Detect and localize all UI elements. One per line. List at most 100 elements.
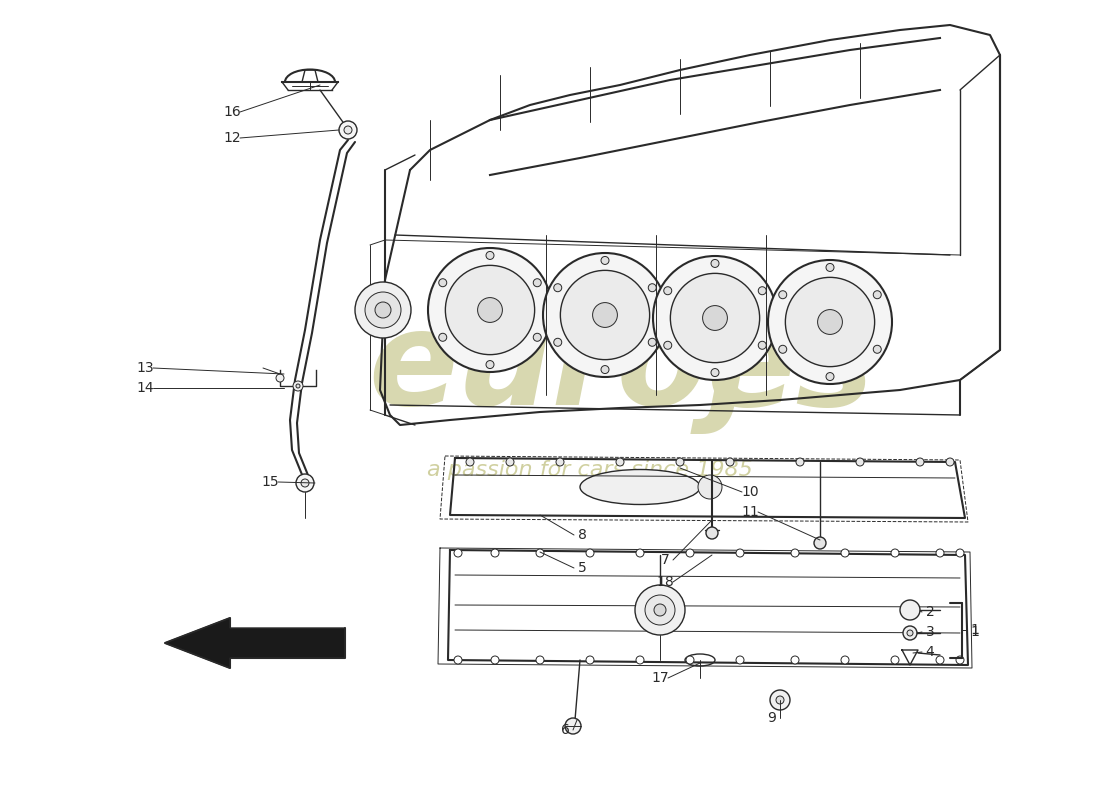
- Circle shape: [293, 381, 303, 391]
- Circle shape: [648, 284, 657, 292]
- Circle shape: [601, 366, 609, 374]
- Circle shape: [711, 259, 719, 267]
- Circle shape: [946, 458, 954, 466]
- Circle shape: [296, 474, 314, 492]
- Circle shape: [543, 253, 667, 377]
- Text: 13: 13: [136, 361, 154, 375]
- Circle shape: [439, 278, 447, 286]
- Circle shape: [842, 549, 849, 557]
- Circle shape: [779, 346, 786, 354]
- Circle shape: [355, 282, 411, 338]
- Text: 5: 5: [578, 561, 586, 575]
- Circle shape: [636, 549, 644, 557]
- Circle shape: [491, 656, 499, 664]
- Circle shape: [826, 263, 834, 271]
- Circle shape: [491, 549, 499, 557]
- Circle shape: [648, 338, 657, 346]
- Text: 17: 17: [651, 671, 669, 685]
- Circle shape: [711, 369, 719, 377]
- Circle shape: [814, 537, 826, 549]
- Circle shape: [365, 292, 402, 328]
- Circle shape: [936, 549, 944, 557]
- Circle shape: [770, 690, 790, 710]
- Circle shape: [560, 270, 650, 360]
- Text: 3: 3: [925, 625, 934, 639]
- Circle shape: [477, 298, 503, 322]
- Circle shape: [856, 458, 864, 466]
- Circle shape: [636, 656, 644, 664]
- Circle shape: [703, 306, 727, 330]
- Text: 10: 10: [741, 485, 759, 499]
- Text: euroj: euroj: [367, 306, 752, 434]
- Circle shape: [956, 656, 964, 664]
- Circle shape: [276, 374, 284, 382]
- Circle shape: [486, 251, 494, 259]
- Circle shape: [663, 342, 672, 350]
- Circle shape: [653, 256, 777, 380]
- Circle shape: [842, 656, 849, 664]
- Circle shape: [900, 600, 920, 620]
- Circle shape: [536, 656, 544, 664]
- Circle shape: [796, 458, 804, 466]
- Circle shape: [698, 475, 722, 499]
- Circle shape: [601, 257, 609, 265]
- Circle shape: [556, 458, 564, 466]
- Circle shape: [593, 302, 617, 327]
- Circle shape: [908, 630, 913, 636]
- Circle shape: [903, 626, 917, 640]
- Circle shape: [758, 286, 767, 294]
- Circle shape: [791, 549, 799, 557]
- Ellipse shape: [580, 470, 700, 505]
- Circle shape: [506, 458, 514, 466]
- Text: 1: 1: [970, 623, 979, 637]
- Text: 8: 8: [578, 528, 586, 542]
- Text: a passion for cars since 1985: a passion for cars since 1985: [427, 460, 752, 480]
- Circle shape: [534, 334, 541, 342]
- Circle shape: [586, 656, 594, 664]
- Text: 16: 16: [223, 105, 241, 119]
- Circle shape: [454, 549, 462, 557]
- Circle shape: [758, 342, 767, 350]
- Circle shape: [676, 458, 684, 466]
- Circle shape: [296, 384, 300, 388]
- Circle shape: [466, 458, 474, 466]
- Circle shape: [446, 266, 535, 354]
- Circle shape: [706, 527, 718, 539]
- Circle shape: [616, 458, 624, 466]
- Circle shape: [439, 334, 447, 342]
- Circle shape: [916, 458, 924, 466]
- Circle shape: [645, 595, 675, 625]
- Text: 15: 15: [261, 475, 278, 489]
- Circle shape: [826, 373, 834, 381]
- Circle shape: [891, 549, 899, 557]
- Circle shape: [534, 278, 541, 286]
- Circle shape: [339, 121, 358, 139]
- Circle shape: [873, 290, 881, 298]
- Circle shape: [635, 585, 685, 635]
- Circle shape: [301, 479, 309, 487]
- Text: 2: 2: [925, 605, 934, 619]
- Text: 4: 4: [925, 645, 934, 659]
- Circle shape: [536, 549, 544, 557]
- Text: 14: 14: [136, 381, 154, 395]
- Circle shape: [686, 549, 694, 557]
- Polygon shape: [165, 618, 345, 668]
- Circle shape: [553, 338, 562, 346]
- Circle shape: [779, 290, 786, 298]
- Circle shape: [873, 346, 881, 354]
- Circle shape: [663, 286, 672, 294]
- Circle shape: [670, 274, 760, 362]
- Text: es: es: [706, 306, 875, 434]
- Circle shape: [428, 248, 552, 372]
- Text: 6: 6: [561, 723, 570, 737]
- Text: 18: 18: [656, 575, 674, 589]
- Circle shape: [565, 718, 581, 734]
- Circle shape: [736, 656, 744, 664]
- Circle shape: [344, 126, 352, 134]
- Text: 1: 1: [970, 625, 979, 639]
- Circle shape: [686, 656, 694, 664]
- Circle shape: [891, 656, 899, 664]
- Circle shape: [776, 696, 784, 704]
- Circle shape: [654, 604, 666, 616]
- Circle shape: [586, 549, 594, 557]
